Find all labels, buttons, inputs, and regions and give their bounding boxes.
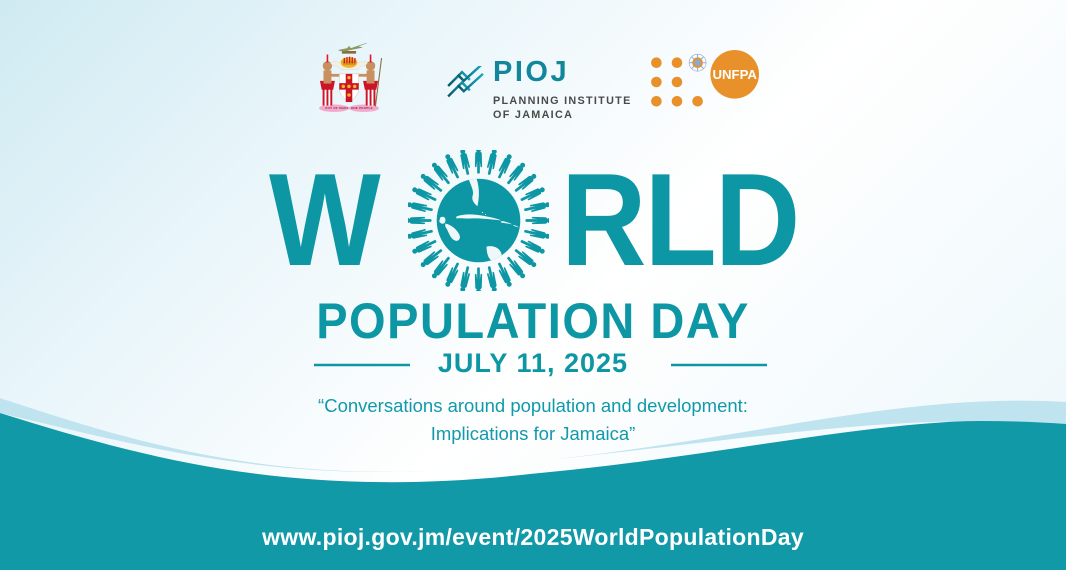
svg-text:W: W bbox=[269, 170, 381, 268]
svg-text:UNFPA: UNFPA bbox=[712, 67, 757, 82]
svg-text:JULY 11, 2025: JULY 11, 2025 bbox=[438, 350, 628, 378]
svg-text:RLD: RLD bbox=[561, 170, 798, 268]
